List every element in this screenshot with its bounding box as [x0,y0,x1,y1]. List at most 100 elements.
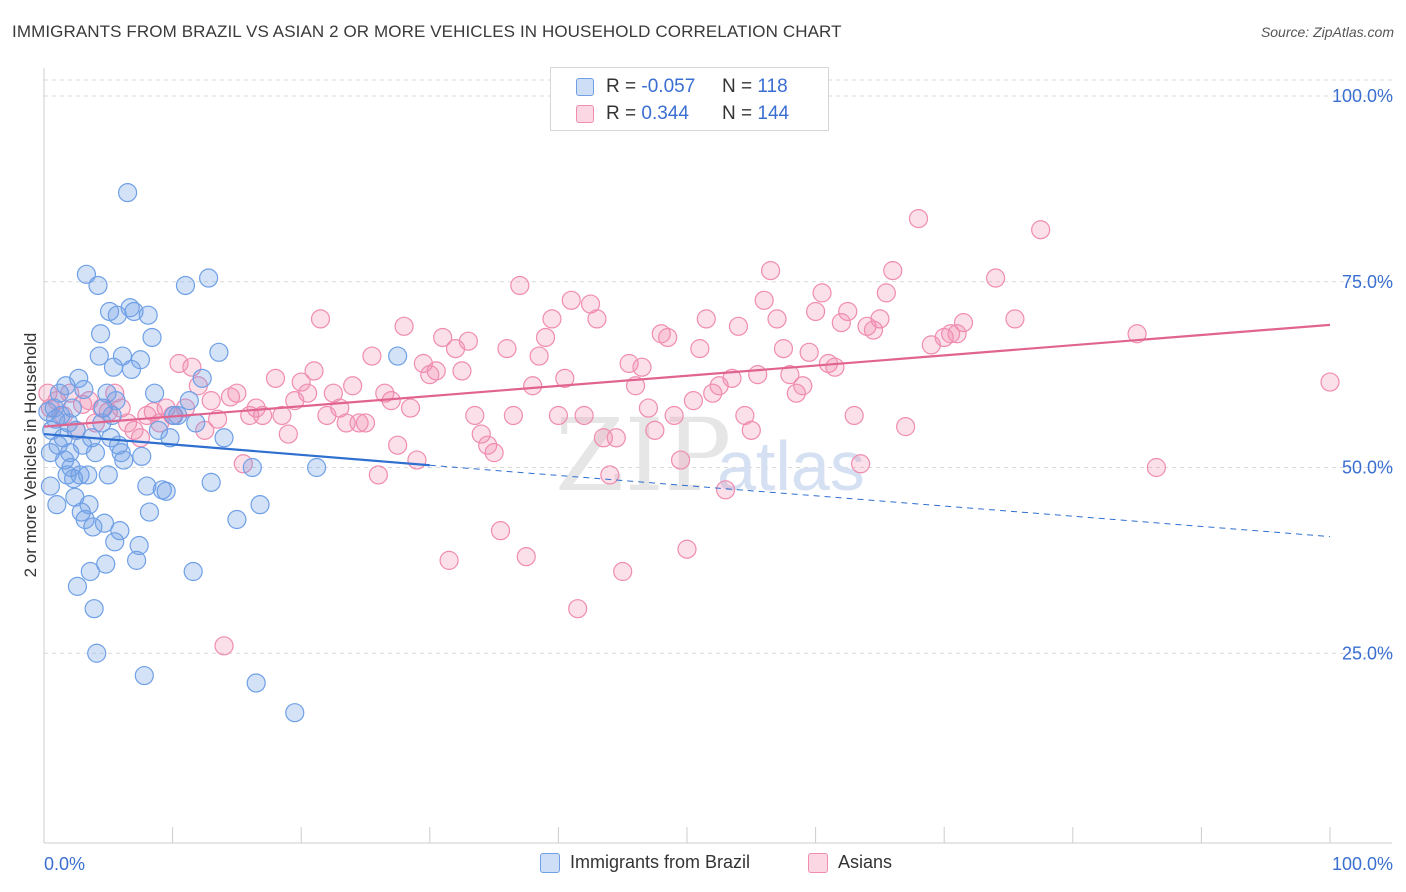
point-asians [953,313,974,333]
point-brazil [83,517,103,537]
legend-swatch-pink [576,105,594,123]
point-asians [683,391,704,411]
point-brazil [110,521,130,541]
point-asians [555,368,575,388]
point-brazil [285,703,305,723]
legend-swatch-blue [540,852,560,873]
point-asians [748,365,768,385]
point-brazil [117,182,138,203]
tick-labels: 100.0% 75.0% 50.0% 25.0% 0.0% 100.0% [44,86,1393,874]
point-brazil [79,495,99,515]
point-asians [278,424,298,444]
legend-r-label: R = [606,76,637,97]
point-asians [143,402,163,422]
point-asians [407,450,427,470]
legend-item-brazil[interactable]: Immigrants from Brazil [540,852,750,873]
watermark: ZIP atlas [555,397,865,514]
chart-title: IMMIGRANTS FROM BRAZIL VS ASIAN 2 OR MOR… [12,22,842,41]
point-asians [227,383,247,403]
point-brazil [183,561,203,582]
point-asians [310,309,331,329]
point-brazil [84,599,104,619]
point-asians [645,420,665,440]
point-asians [355,413,376,433]
point-asians [201,391,221,411]
point-brazil [62,398,82,418]
point-asians [1031,220,1051,240]
trend-line-asians [43,323,1331,428]
point-asians [394,316,414,336]
y-axis-label: 2 or more Vehicles in Household [21,333,40,578]
legend-item-asians[interactable]: Asians [808,852,892,873]
point-asians [658,327,678,348]
gridlines [44,79,1392,654]
point-brazil [307,457,327,478]
point-brazil [388,346,408,366]
series-legend: Immigrants from Brazil Asians [0,852,1406,876]
point-asians [503,405,523,426]
point-asians [793,376,813,396]
point-asians [272,405,292,426]
point-asians [986,268,1006,288]
point-asians [510,275,530,296]
point-brazil [45,409,66,429]
point-brazil [175,275,196,296]
point-brazil [49,383,70,403]
point-asians [349,413,369,433]
point-asians [1005,309,1025,329]
point-brazil [199,268,219,288]
x-tick-label: 0.0% [44,854,85,874]
point-asians [471,424,491,444]
point-asians [664,405,684,426]
point-brazil [76,264,97,284]
legend-n-label: N = [722,103,753,124]
point-asians [561,290,581,310]
point-asians [773,339,794,359]
legend-swatch-blue [576,78,594,96]
point-brazil [80,561,100,582]
point-asians [388,435,408,455]
point-brazil [124,301,144,322]
point-brazil [87,643,107,663]
point-brazil [112,346,133,366]
legend-r-value: -0.057 [641,76,696,97]
point-asians [722,368,742,388]
point-asians [613,561,633,582]
legend-r-value: 0.344 [641,103,689,124]
point-asians [1127,324,1147,344]
point-asians [484,443,504,463]
correlation-legend: R = -0.057 N = 118 R = 0.344 N = 144 [550,67,829,131]
point-asians [696,309,716,329]
point-asians [767,309,787,329]
point-brazil [90,324,111,344]
point-brazil [246,673,266,693]
series-immigrants-from-brazil [38,182,408,723]
point-asians [465,405,485,426]
point-brazil [40,476,61,496]
point-asians [741,420,761,440]
point-asians [523,376,543,396]
point-asians [1146,457,1166,478]
point-brazil [98,465,118,485]
point-asians [208,409,228,429]
watermark-zip: ZIP [555,397,731,514]
watermark-atlas: atlas [717,427,865,505]
y-tick-label: 75.0% [1342,272,1393,292]
point-brazil [138,305,158,325]
point-brazil [214,428,234,448]
point-asians [439,550,459,570]
point-brazil [130,350,151,370]
point-asians [343,376,363,396]
source-label: Source: ZipAtlas.com [1260,24,1394,40]
point-asians [606,428,626,448]
point-brazil [139,502,160,522]
legend-row-asians: R = 0.344 N = 144 [551,101,789,127]
point-asians [478,435,498,455]
y-tick-label: 100.0% [1332,86,1393,106]
point-asians [670,450,691,470]
point-brazil [132,446,152,466]
point-asians [490,521,511,541]
series-asians [38,208,1340,656]
point-brazil [106,391,126,411]
